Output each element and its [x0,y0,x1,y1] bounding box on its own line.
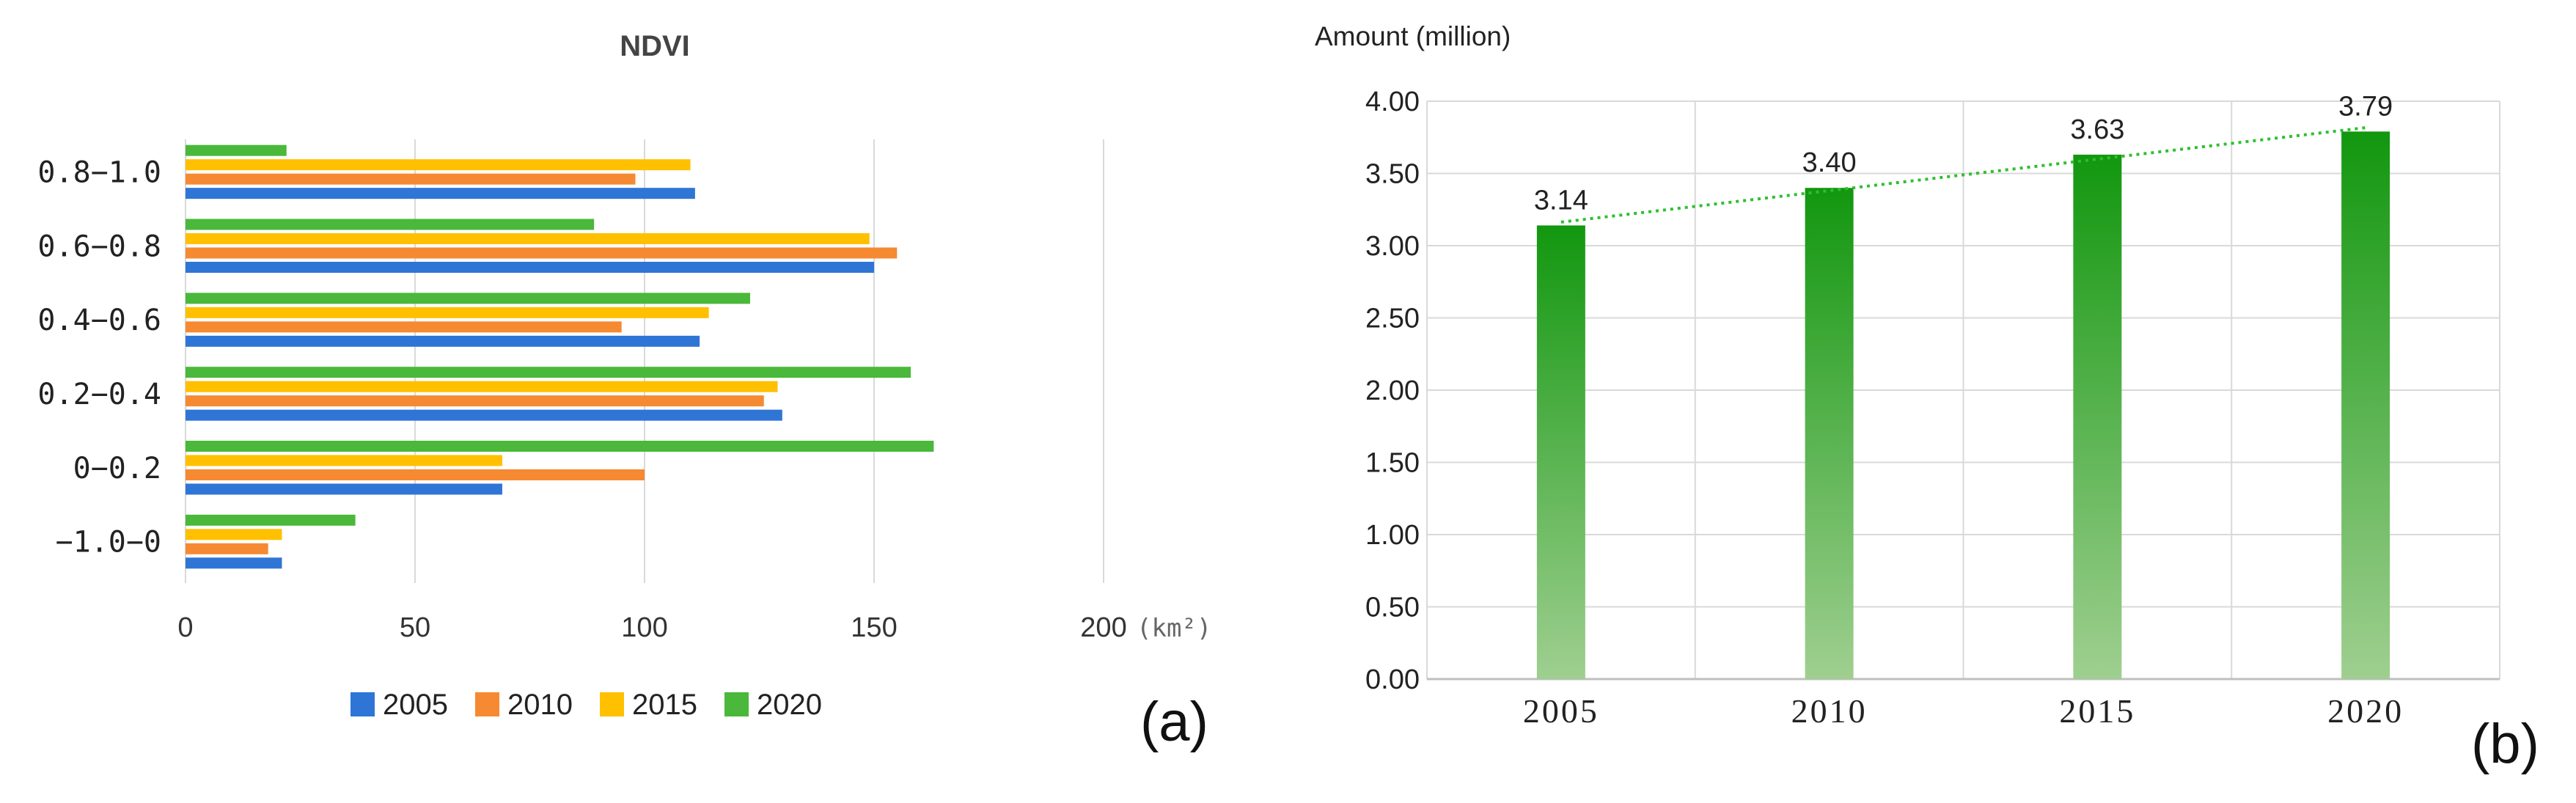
amount-y-tick-label: 1.00 [1365,520,1420,551]
ndvi-x-tick-labels: 0 50 100 150 200 [177,612,1126,643]
ndvi-bar-2005 [186,262,874,273]
ndvi-bars [186,144,934,569]
legend-swatch-2020 [724,692,749,716]
amount-y-tick-label: 4.00 [1365,87,1420,117]
ndvi-bar-2020 [186,441,934,452]
ndvi-legend: 2005 2010 2015 2020 [351,689,822,721]
amount-y-tick-label: 2.50 [1365,304,1420,334]
ndvi-category-label: 0−0.2 [73,452,161,485]
ndvi-category-label: 0.8−1.0 [37,155,161,189]
ndvi-bar-2010 [186,395,764,407]
ndvi-bar-2015 [186,159,691,171]
ndvi-bar-2015 [186,529,282,540]
amount-data-label: 3.14 [1534,185,1588,216]
ndvi-bar-2010 [186,247,898,259]
ndvi-bar-2020 [186,367,911,378]
ndvi-x-tick-label: 150 [851,612,897,643]
ndvi-bar-2010 [186,321,622,333]
ndvi-bar-2010 [186,469,645,480]
legend-swatch-2015 [600,692,624,716]
amount-x-tick-label: 2005 [1523,692,1599,730]
amount-chart: Amount (million) 0.00 0.50 1.00 1.50 2.00 2.5… [1315,21,2539,775]
ndvi-bar-2010 [186,543,268,554]
ndvi-gridlines [185,139,1104,583]
legend-label-2010: 2010 [507,689,573,721]
legend-label-2020: 2020 [757,689,822,721]
ndvi-bar-2010 [186,173,636,185]
ndvi-x-tick-label: 0 [177,612,193,643]
legend-swatch-2010 [475,692,499,716]
amount-data-label: 3.79 [2338,91,2393,122]
amount-y-tick-label: 1.50 [1365,448,1420,479]
amount-y-tick-label: 3.50 [1365,159,1420,190]
legend-label-2005: 2005 [383,689,448,721]
amount-data-label: 3.40 [1802,147,1857,178]
amount-x-tick-labels: 2005 2010 2015 2020 [1523,692,2404,730]
amount-y-tick-labels: 0.00 0.50 1.00 1.50 2.00 2.50 3.00 3.50 4.00 [1365,87,1420,695]
amount-x-tick-label: 2010 [1791,692,1868,730]
ndvi-x-unit: (km²) [1137,614,1211,643]
amount-bar-2015 [2073,154,2122,679]
ndvi-x-tick-label: 100 [621,612,667,643]
ndvi-category-labels: 0.8−1.0 0.6−0.8 0.4−0.6 0.2−0.4 0−0.2 −1.0−0 [37,155,161,559]
amount-x-tick-label: 2020 [2327,692,2404,730]
legend-swatch-2005 [351,692,375,716]
amount-data-label: 3.63 [2070,114,2124,145]
ndvi-bar-2015 [186,307,709,318]
ndvi-bar-2020 [186,144,287,156]
ndvi-bar-2005 [186,557,282,569]
amount-trendline [1560,126,2366,224]
ndvi-bar-2005 [186,335,700,347]
ndvi-category-label: 0.4−0.6 [37,304,161,337]
ndvi-category-label: −1.0−0 [56,526,162,560]
ndvi-category-label: 0.2−0.4 [37,378,161,411]
panel-a-label: (a) [1140,691,1208,753]
amount-y-tick-label: 0.50 [1365,593,1420,623]
amount-bars [1536,131,2390,679]
ndvi-bar-2020 [186,514,356,526]
ndvi-bar-2015 [186,233,870,244]
amount-y-tick-label: 0.00 [1365,664,1420,695]
ndvi-bar-2005 [186,188,695,199]
ndvi-bar-2015 [186,381,778,392]
amount-y-tick-label: 2.00 [1365,375,1420,406]
ndvi-bar-2005 [186,483,502,495]
ndvi-chart-title: NDVI [620,30,690,62]
amount-bar-2020 [2341,131,2390,679]
amount-trendline-line [1560,126,2366,224]
ndvi-bar-2015 [186,455,502,466]
amount-x-tick-label: 2015 [2059,692,2135,730]
amount-data-labels: 3.14 3.40 3.63 3.79 [1534,91,2393,216]
amount-y-axis-title: Amount (million) [1315,21,1511,51]
ndvi-x-tick-label: 200 [1080,612,1126,643]
ndvi-category-label: 0.6−0.8 [37,230,161,263]
amount-bar-2010 [1805,188,1854,679]
amount-bar-2005 [1536,225,1585,679]
legend-label-2015: 2015 [632,689,697,721]
ndvi-x-tick-label: 50 [400,612,430,643]
ndvi-bar-2005 [186,409,782,421]
ndvi-bar-2020 [186,219,595,230]
ndvi-bar-2020 [186,293,750,304]
amount-y-tick-label: 3.00 [1365,231,1420,262]
panel-b-label: (b) [2471,713,2539,775]
ndvi-chart: NDVI 0.8−1.0 0.6−0.8 0.4−0.6 0.2−0.4 0−0.2 −1… [37,30,1211,753]
